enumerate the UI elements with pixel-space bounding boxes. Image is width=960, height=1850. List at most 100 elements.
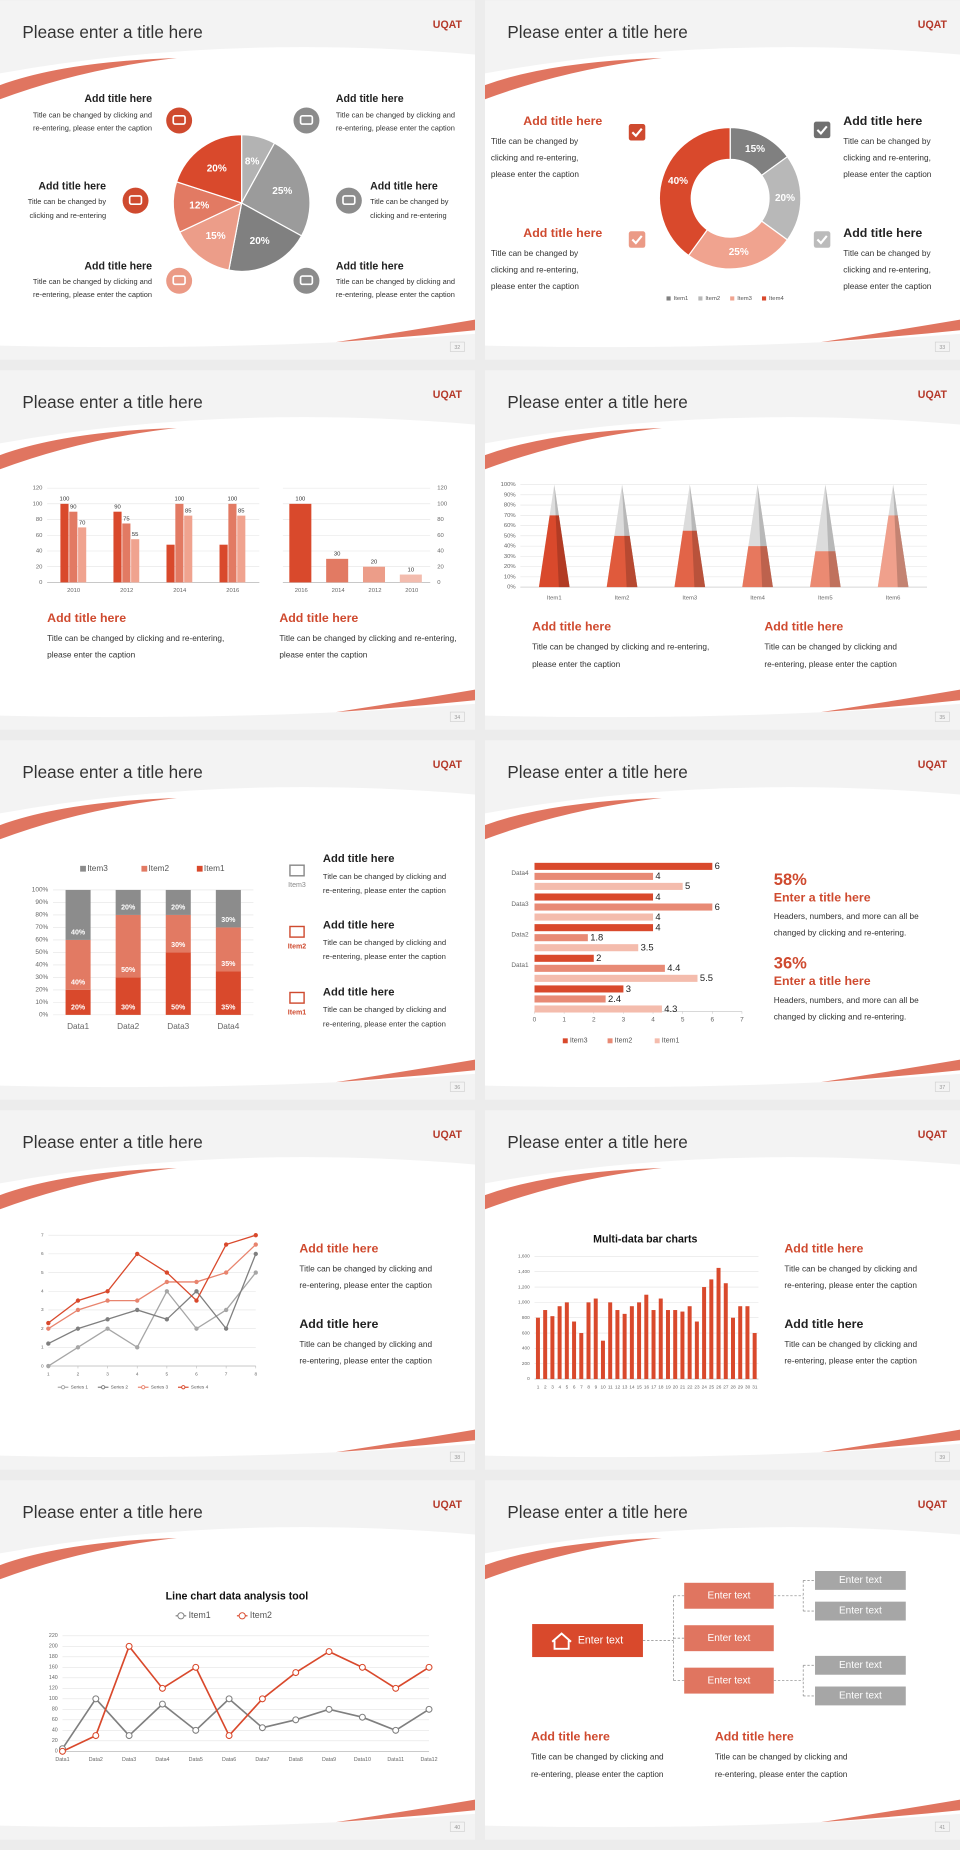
bar-segment: [115, 914, 141, 978]
node-label: Enter text: [578, 1634, 623, 1646]
data-label: 5: [685, 880, 690, 891]
node-box: [684, 1625, 774, 1652]
block-heading: Add title here: [38, 180, 106, 192]
legend-label: Item1: [189, 1610, 211, 1620]
page-number: 37: [939, 1085, 945, 1091]
icon-glyph: [299, 114, 314, 125]
x-tick-label: 2012: [120, 588, 133, 594]
x-tick-label: 22: [687, 1384, 693, 1389]
legend-label: Series 2: [111, 1384, 129, 1389]
block-caption: clicking and re-entering,: [491, 265, 579, 274]
x-tick-label: 10: [601, 1384, 607, 1389]
data-label: 40%: [71, 980, 86, 987]
block-caption: Title can be changed by clicking and: [336, 111, 455, 120]
bar: [166, 544, 175, 583]
bar: [69, 511, 78, 583]
node-box: [815, 1601, 906, 1621]
x-tick-label: 7: [580, 1384, 583, 1389]
data-label: 4.4: [667, 962, 680, 973]
block-caption: re-entering, please enter the caption: [33, 124, 152, 133]
bar: [557, 1306, 562, 1379]
legend-marker: [101, 1385, 106, 1390]
swoosh: [335, 689, 475, 713]
chart-title: Line chart data analysis tool: [166, 1591, 309, 1603]
point: [92, 1695, 100, 1703]
swoosh: [0, 1538, 177, 1580]
bar-segment: [165, 952, 191, 1015]
icon: [166, 267, 193, 294]
bar: [702, 1287, 707, 1379]
cone-fill-shade: [894, 515, 909, 588]
y-tick-label: 200: [49, 1644, 58, 1650]
y-tick-label: 40: [437, 549, 444, 555]
data-label: 100: [228, 497, 239, 503]
block-caption: re-entering, please enter the caption: [784, 1356, 917, 1365]
y-tick-label: 400: [522, 1346, 530, 1351]
data-label: 70: [79, 520, 86, 526]
point: [46, 1341, 51, 1346]
point: [253, 1270, 258, 1275]
block-caption: Title can be changed by: [28, 197, 107, 206]
y-tick-label: 6: [41, 1251, 44, 1256]
block-heading: Add title here: [336, 260, 404, 272]
block-heading: Add title here: [84, 260, 152, 272]
icon-glyph: [289, 991, 305, 1004]
x-tick-label: Item2: [615, 595, 630, 601]
data-label: 6: [715, 860, 720, 871]
icon: [166, 107, 193, 134]
y-tick-label: 70%: [35, 924, 48, 931]
x-tick-label: 4: [136, 1372, 139, 1377]
page-box: [449, 341, 465, 352]
slide-title: Please enter a title here: [507, 1503, 687, 1522]
bar-segment: [65, 889, 91, 940]
y-tick-label: 1,000: [518, 1300, 530, 1305]
connector: [773, 1664, 816, 1697]
slice: [658, 126, 731, 257]
bar: [326, 558, 349, 583]
data-label: 90: [114, 505, 121, 511]
bar: [550, 1316, 555, 1379]
point: [164, 1317, 170, 1322]
bar: [593, 1298, 598, 1379]
x-tick-label: Data8: [289, 1757, 303, 1763]
block-caption: clicking and re-entering,: [491, 153, 579, 162]
slice-label: 40%: [668, 176, 688, 187]
swoosh: [485, 1168, 662, 1210]
block-caption: Title can be changed by clicking and: [531, 1752, 664, 1761]
block-heading: Add title here: [47, 611, 126, 625]
x-tick-label: 8: [587, 1384, 590, 1389]
block-caption: re-entering, please enter the caption: [784, 1281, 917, 1290]
data-label: 40%: [71, 930, 86, 937]
y-tick-label: 120: [437, 486, 448, 492]
block-caption: Title can be changed by: [370, 197, 449, 206]
cone-fill: [742, 546, 773, 588]
block-caption: re-entering, please enter the caption: [299, 1356, 432, 1365]
x-tick-label: 17: [651, 1384, 657, 1389]
point: [258, 1695, 266, 1703]
swoosh: [820, 689, 960, 713]
icon: [335, 187, 362, 214]
page-number: 35: [939, 715, 945, 721]
stat-caption: Headers, numbers, and more can all be: [774, 912, 919, 921]
icon-glyph: [342, 195, 356, 205]
stat-heading: Enter a title here: [774, 974, 871, 988]
data-label: 85: [238, 508, 245, 514]
x-tick-label: 7: [225, 1372, 228, 1377]
bar: [534, 862, 713, 870]
legend-label: Item2: [250, 1610, 272, 1620]
slide-title: Please enter a title here: [22, 1503, 202, 1522]
x-tick-label: 6: [711, 1016, 715, 1023]
x-tick-label: 13: [622, 1384, 628, 1389]
point: [392, 1684, 400, 1692]
block-heading: Add title here: [84, 93, 152, 105]
icon-glyph: [128, 195, 143, 205]
y-tick-label: 180: [49, 1654, 58, 1660]
series-line: [62, 1644, 430, 1753]
cone-fill: [877, 515, 909, 588]
x-tick-label: Data6: [222, 1757, 236, 1763]
bar: [534, 903, 713, 911]
data-label: 6: [715, 901, 720, 912]
bar: [534, 974, 698, 982]
data-label: 4: [655, 870, 660, 881]
point: [292, 1716, 300, 1724]
